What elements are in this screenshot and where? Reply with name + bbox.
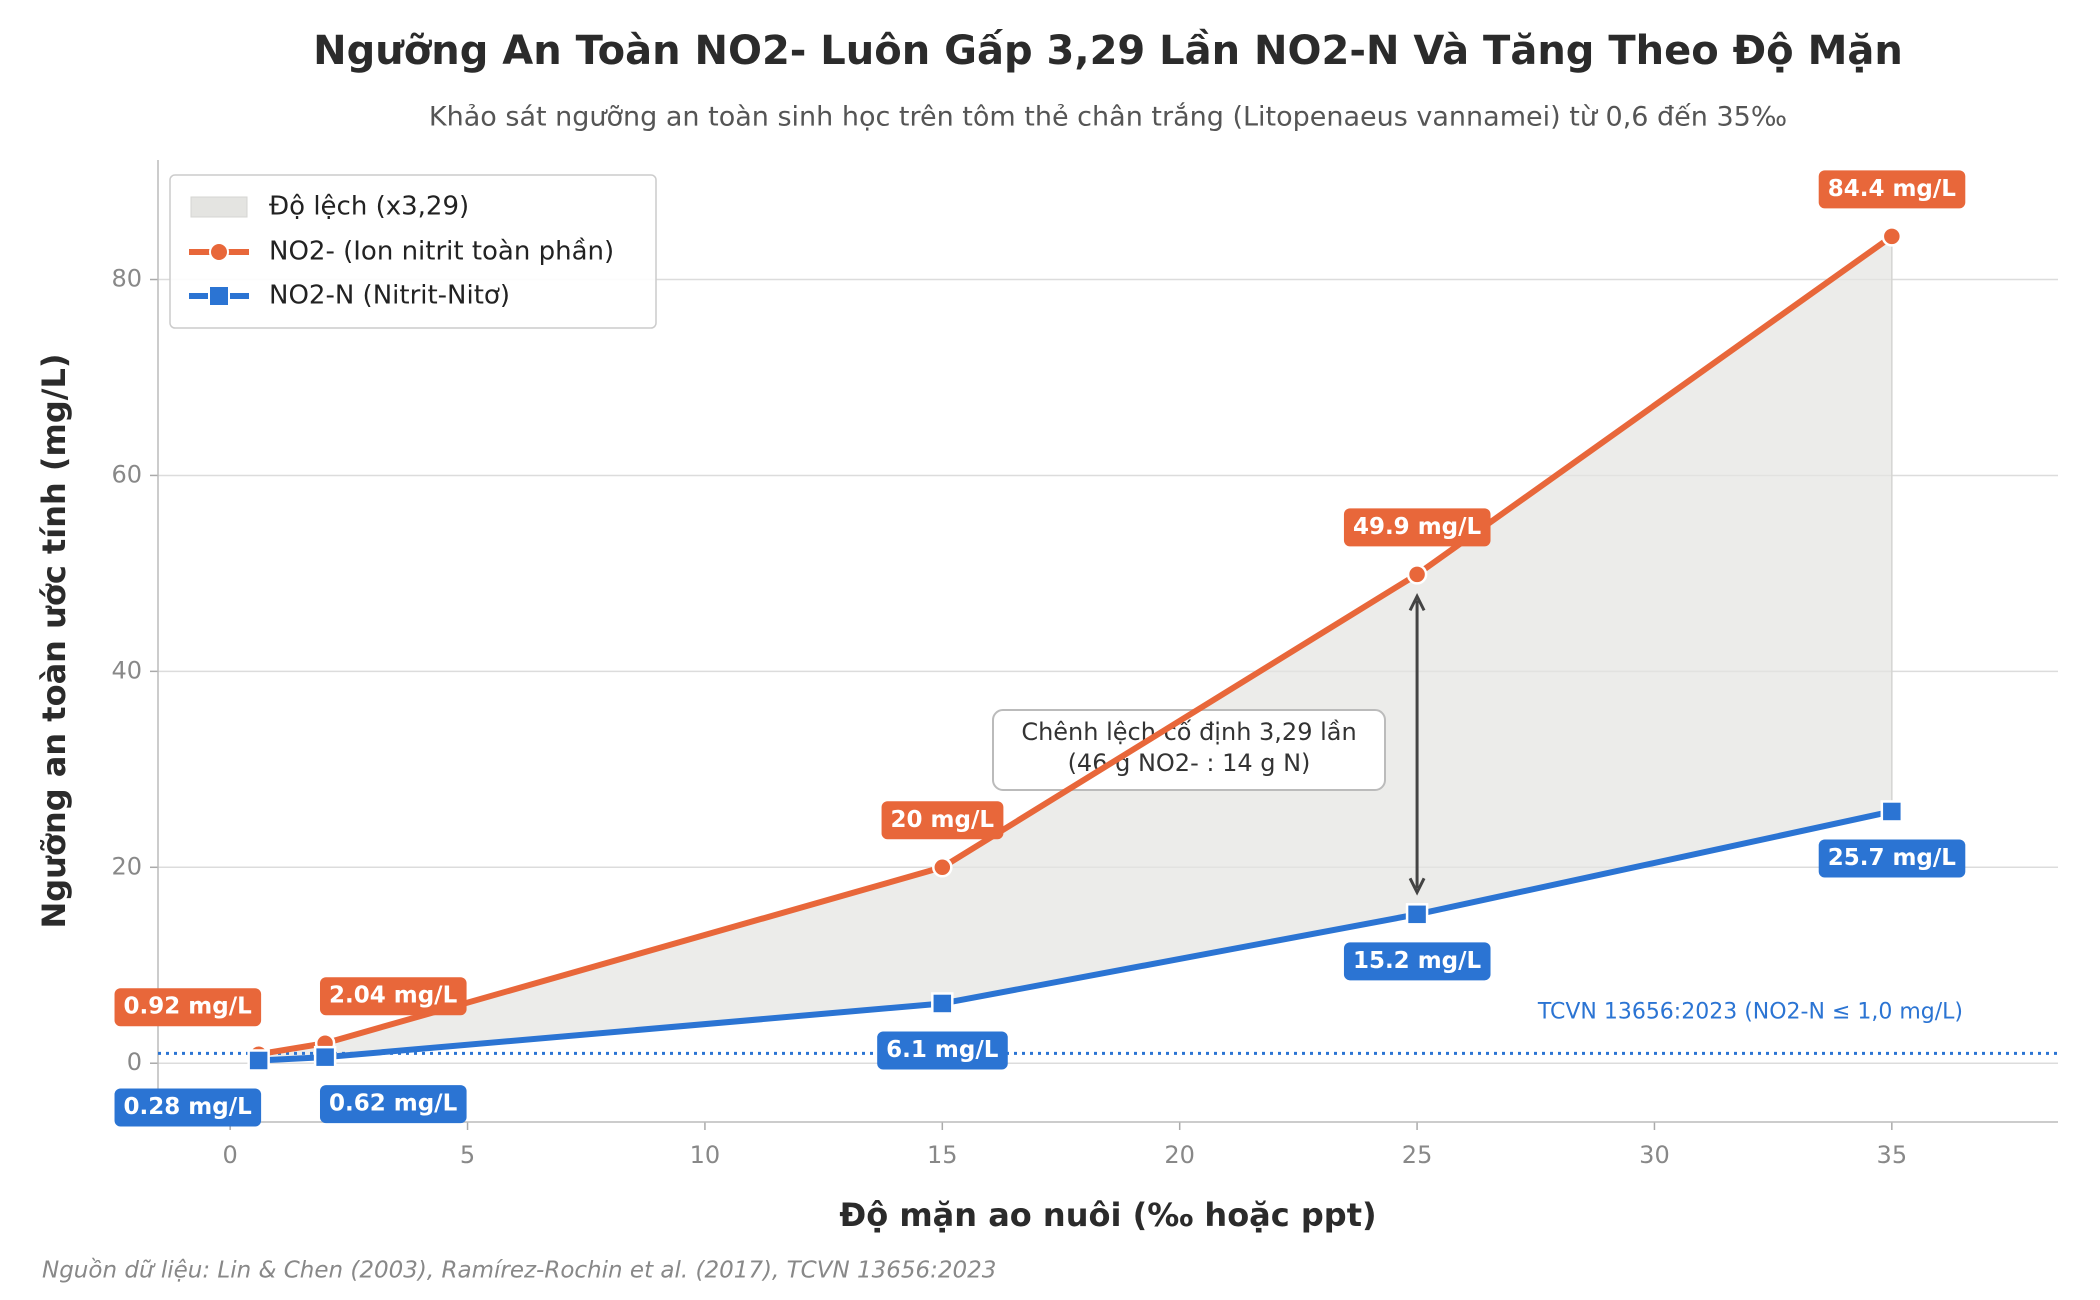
point: [931, 992, 954, 1015]
value-label-text: 25.7 mg/L: [1828, 845, 1957, 871]
value-label-box: [114, 1088, 262, 1127]
y-tick-label: 20: [111, 852, 142, 880]
value-label-text: 20 mg/L: [891, 807, 995, 833]
point: [313, 1045, 337, 1069]
value-label-box: [1818, 170, 1966, 209]
value-label: 49.9 mg/L: [1343, 508, 1491, 547]
value-label-text: 84.4 mg/L: [1828, 176, 1957, 202]
point: [1881, 226, 1903, 247]
chart-subtitle: Khảo sát ngưỡng an toàn sinh học trên tô…: [429, 102, 1787, 133]
x-tick-label: 15: [927, 1141, 958, 1169]
point: [932, 857, 953, 878]
value-label-box: [1343, 942, 1491, 981]
value-label-text: 6.1 mg/L: [886, 1037, 999, 1063]
value-label: 0.62 mg/L: [319, 1085, 467, 1124]
point: [1880, 800, 1904, 823]
point: [247, 1049, 270, 1072]
legend-label: NO2-N (Nitrit-Nitơ): [269, 281, 510, 311]
value-label-box: [319, 977, 467, 1016]
value-label: 25.7 mg/L: [1818, 839, 1966, 878]
difference-area: [257, 234, 1893, 1062]
arrow-head: [1408, 877, 1426, 896]
point: [1406, 564, 1428, 585]
x-tick-label: 10: [690, 1141, 721, 1169]
legend-marker: [209, 242, 229, 262]
value-label-box: [1343, 508, 1491, 547]
y-tick-label: 0: [127, 1048, 142, 1076]
x-tick-label: 20: [1164, 1141, 1195, 1169]
y-axis-label: Ngưỡng an toàn ước tính (mg/L): [35, 353, 73, 928]
value-label: 15.2 mg/L: [1343, 942, 1491, 981]
value-label: 6.1 mg/L: [877, 1031, 1008, 1070]
value-label: 20 mg/L: [881, 801, 1004, 840]
arrow-head: [1408, 593, 1426, 612]
legend-label: NO2- (Ion nitrit toàn phần): [269, 237, 614, 267]
x-tick-label: 35: [1877, 1141, 1908, 1169]
y-tick-label: 40: [111, 656, 142, 684]
value-label-box: [881, 801, 1004, 840]
value-label: 0.28 mg/L: [114, 1088, 262, 1127]
annotation-text: Chênh lệch cố định 3,29 lần: [1021, 718, 1356, 746]
x-axis-label: Độ mặn ao nuôi (‰ hoặc ppt): [839, 1196, 1376, 1234]
value-label: 0.92 mg/L: [114, 988, 262, 1027]
value-label-text: 49.9 mg/L: [1353, 514, 1482, 540]
legend-swatch: [190, 196, 248, 218]
annotation-text: (46 g NO2- : 14 g N): [1068, 749, 1311, 777]
value-label-text: 2.04 mg/L: [329, 983, 458, 1009]
value-label: 84.4 mg/L: [1818, 170, 1966, 209]
value-label-text: 0.92 mg/L: [124, 994, 253, 1020]
x-tick-label: 0: [223, 1141, 238, 1169]
y-tick-label: 80: [111, 265, 142, 293]
legend-marker: [208, 285, 230, 307]
legend-label: Độ lệch (x3,29): [269, 192, 469, 222]
annotation-box: [992, 709, 1386, 791]
threshold-label: TCVN 13656:2023 (NO2-N ≤ 1,0 mg/L): [1537, 999, 1963, 1024]
value-label-box: [877, 1031, 1008, 1070]
value-label-text: 0.62 mg/L: [329, 1091, 458, 1117]
y-tick-label: 60: [111, 460, 142, 488]
value-label: 2.04 mg/L: [319, 977, 467, 1016]
x-tick-label: 5: [460, 1141, 475, 1169]
value-label-box: [1818, 839, 1966, 878]
source-note: Nguồn dữ liệu: Lin & Chen (2003), Ramíre…: [42, 1258, 996, 1284]
value-label-box: [319, 1085, 467, 1124]
chart-title: Ngưỡng An Toàn NO2- Luôn Gấp 3,29 Lần NO…: [313, 28, 1903, 74]
legend-box: [169, 174, 657, 329]
x-tick-label: 30: [1639, 1141, 1670, 1169]
x-tick-label: 25: [1402, 1141, 1433, 1169]
value-label-box: [114, 988, 262, 1027]
value-label-text: 15.2 mg/L: [1353, 948, 1482, 974]
point: [1405, 903, 1429, 926]
value-label-text: 0.28 mg/L: [124, 1094, 253, 1120]
